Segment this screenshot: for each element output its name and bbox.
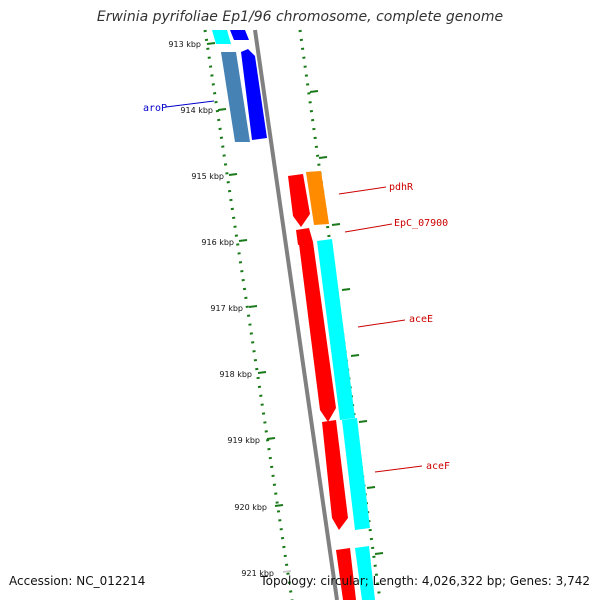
svg-text:EpC_07900: EpC_07900 [394, 218, 448, 229]
svg-text:pdhR: pdhR [389, 182, 414, 193]
orf-orange-pdhr [306, 171, 329, 225]
gene-blue-arop [241, 49, 267, 140]
orf-cyan-acee [317, 239, 355, 420]
orf-cyan-bottom [355, 546, 375, 600]
svg-text:915 kbp: 915 kbp [191, 172, 224, 181]
svg-text:921 kbp: 921 kbp [241, 569, 274, 578]
tick-921-kbp: 921 kbp [241, 569, 292, 578]
tick-919-kbp: 919 kbp [227, 436, 276, 445]
accession-text: Accession: NC_012214 [9, 574, 146, 588]
svg-text:914 kbp: 914 kbp [180, 106, 213, 115]
tick-918-kbp: 918 kbp [219, 370, 267, 379]
tick-920-kbp: 920 kbp [234, 503, 284, 512]
svg-text:aceF: aceF [426, 461, 450, 472]
gene-red-acef [322, 420, 348, 530]
svg-text:aroP: aroP [143, 103, 167, 114]
orf-cyan-top [212, 30, 231, 44]
svg-text:920 kbp: 920 kbp [234, 503, 267, 512]
svg-text:918 kbp: 918 kbp [219, 370, 252, 379]
svg-text:913 kbp: 913 kbp [168, 40, 201, 49]
gene-label-arop[interactable]: aroP [143, 100, 215, 114]
tick-915-kbp: 915 kbp [191, 172, 238, 181]
gene-red-epc [296, 228, 313, 245]
gene-label-acee[interactable]: aceE [357, 314, 433, 328]
orf-cyan-acef [342, 418, 370, 530]
gene-red-bottom [336, 548, 356, 600]
tick-916-kbp: 916 kbp [201, 238, 248, 247]
svg-text:917 kbp: 917 kbp [210, 304, 243, 313]
gene-label-epc-07900[interactable]: EpC_07900 [344, 218, 448, 233]
gene-red-pdhr [288, 174, 310, 227]
tick-917-kbp: 917 kbp [210, 304, 258, 313]
tick-914-kbp: 914 kbp [180, 106, 227, 115]
orf-steel-arop [221, 52, 250, 142]
tick-913-kbp: 913 kbp [168, 40, 216, 49]
genome-backbone [253, 29, 339, 600]
svg-text:916 kbp: 916 kbp [201, 238, 234, 247]
map-title: Erwinia pyrifoliae Ep1/96 chromosome, co… [96, 9, 504, 25]
gene-red-acee [299, 242, 336, 422]
gene-label-acef[interactable]: aceF [374, 461, 450, 473]
gene-label-pdhr[interactable]: pdhR [338, 182, 414, 195]
topology-summary: Topology: circular; Length: 4,026,322 bp… [260, 574, 590, 588]
svg-text:919 kbp: 919 kbp [227, 436, 260, 445]
gc-dots-inner [203, 29, 294, 600]
svg-text:aceE: aceE [409, 314, 433, 325]
gene-blue-top [230, 30, 249, 40]
